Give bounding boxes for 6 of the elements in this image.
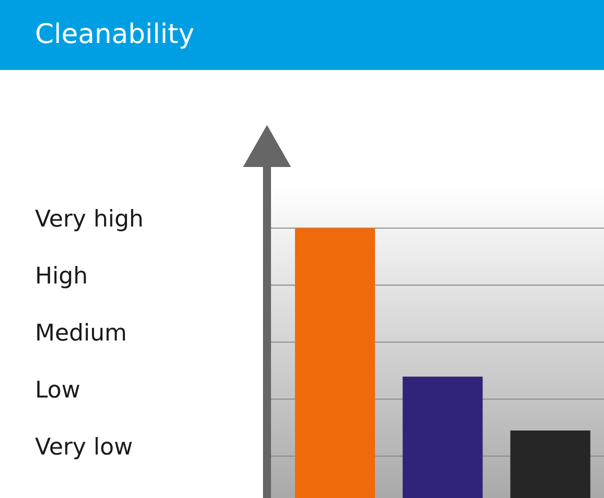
text: Very high bbox=[35, 206, 144, 232]
text: Very low bbox=[35, 434, 133, 460]
text: High bbox=[35, 263, 88, 290]
chart-title: Cleanability bbox=[0, 0, 604, 70]
text: Medium bbox=[35, 320, 127, 346]
text: Low bbox=[35, 377, 80, 404]
